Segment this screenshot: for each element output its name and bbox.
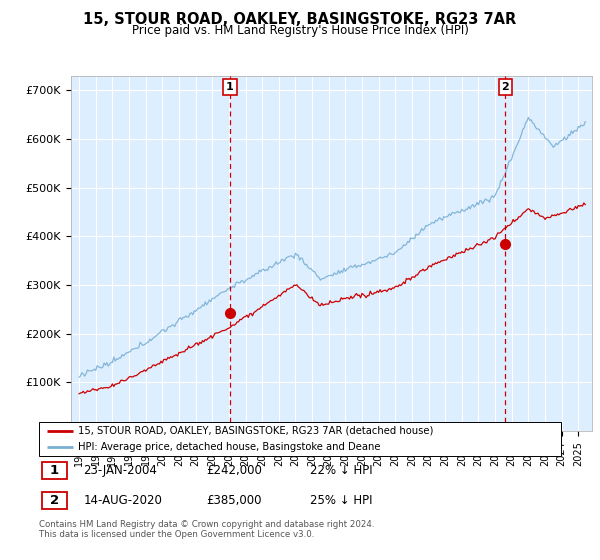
FancyBboxPatch shape [41, 463, 67, 479]
Text: 23-JAN-2004: 23-JAN-2004 [83, 464, 157, 478]
FancyBboxPatch shape [41, 492, 67, 509]
FancyBboxPatch shape [39, 422, 561, 456]
Text: HPI: Average price, detached house, Basingstoke and Deane: HPI: Average price, detached house, Basi… [78, 442, 380, 452]
Text: 15, STOUR ROAD, OAKLEY, BASINGSTOKE, RG23 7AR (detached house): 15, STOUR ROAD, OAKLEY, BASINGSTOKE, RG2… [78, 426, 434, 436]
Text: 22% ↓ HPI: 22% ↓ HPI [310, 464, 373, 478]
Text: 14-AUG-2020: 14-AUG-2020 [83, 494, 162, 507]
Text: 2: 2 [502, 82, 509, 92]
Text: 1: 1 [226, 82, 234, 92]
Text: 2: 2 [50, 494, 59, 507]
Text: 25% ↓ HPI: 25% ↓ HPI [310, 494, 373, 507]
Text: 1: 1 [50, 464, 59, 478]
Text: £242,000: £242,000 [206, 464, 262, 478]
Text: 15, STOUR ROAD, OAKLEY, BASINGSTOKE, RG23 7AR: 15, STOUR ROAD, OAKLEY, BASINGSTOKE, RG2… [83, 12, 517, 27]
Text: Price paid vs. HM Land Registry's House Price Index (HPI): Price paid vs. HM Land Registry's House … [131, 24, 469, 36]
Text: £385,000: £385,000 [206, 494, 262, 507]
Text: Contains HM Land Registry data © Crown copyright and database right 2024.
This d: Contains HM Land Registry data © Crown c… [39, 520, 374, 539]
